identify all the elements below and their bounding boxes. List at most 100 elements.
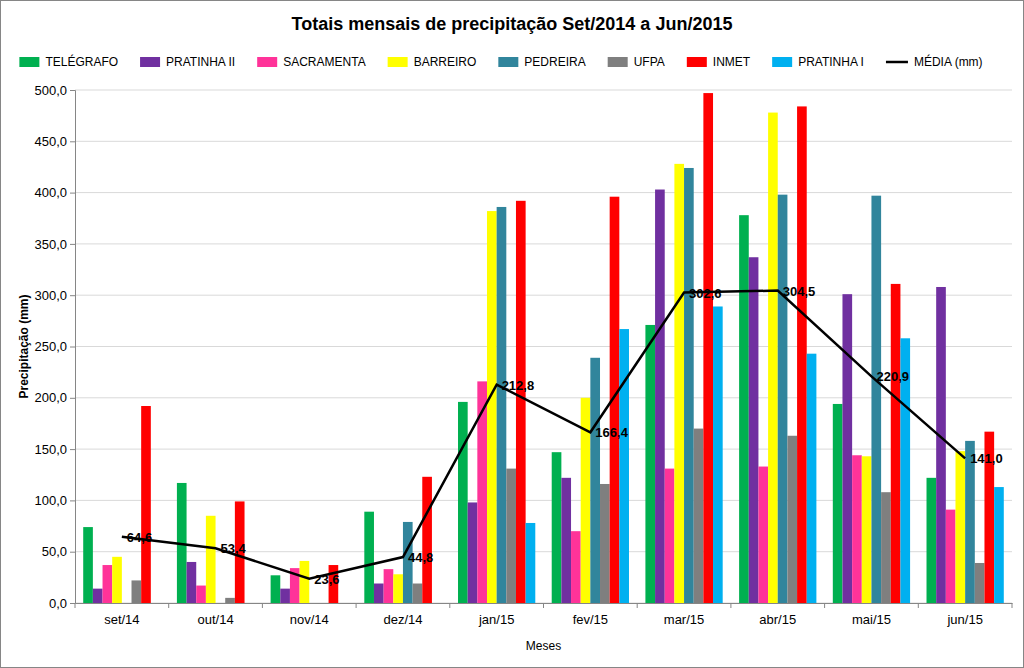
x-tick-label: out/14 [197, 612, 233, 627]
bar [955, 451, 965, 603]
x-axis: set/14out/14nov/14dez/14jan/15fev/15mar/… [75, 603, 1013, 627]
x-separator [824, 603, 825, 608]
bar [487, 211, 497, 603]
x-separator [75, 603, 76, 608]
x-separator [356, 603, 357, 608]
x-tick-label: mai/15 [852, 612, 891, 627]
bar [506, 469, 516, 603]
y-tick-label: 100,0 [34, 493, 67, 508]
bar-series [141, 93, 994, 603]
y-tick-label: 150,0 [34, 442, 67, 457]
y-axis-title: Precipitação (mm) [17, 294, 31, 398]
bar [206, 516, 216, 603]
legend-item: BARREIRO [388, 55, 477, 69]
data-label: 53,4 [221, 541, 247, 556]
legend-item: MÉDIA (mm) [886, 54, 983, 69]
x-separators [75, 603, 1012, 608]
bar-series [132, 429, 985, 603]
grid-line [75, 192, 1012, 193]
plot-area [83, 93, 1004, 603]
legend-item: PRATINHA II [140, 55, 235, 69]
y-tick-label: 200,0 [34, 390, 67, 405]
bar [994, 487, 1004, 603]
y-tick-label: 450,0 [34, 134, 67, 149]
bar [225, 598, 235, 603]
legend-swatch [608, 57, 628, 67]
bar [778, 195, 788, 603]
x-separator [449, 603, 450, 608]
data-label: 141,0 [970, 451, 1003, 466]
x-separator [543, 603, 544, 608]
bar-series [103, 381, 956, 603]
bar [852, 455, 862, 603]
bar [946, 510, 956, 603]
y-tick-label: 50,0 [42, 544, 67, 559]
x-separator [730, 603, 731, 608]
y-tick-mark [70, 295, 75, 296]
chart-frame [1, 1, 1024, 668]
x-tick: out/14 [197, 603, 233, 627]
x-tick-label: nov/14 [290, 612, 329, 627]
y-tick: 200,0 [34, 390, 75, 405]
legend-label: PRATINHA II [166, 55, 235, 69]
bar [927, 478, 937, 603]
bar [975, 563, 985, 603]
bar [271, 575, 281, 603]
bar [881, 492, 891, 603]
y-tick-label: 400,0 [34, 185, 67, 200]
bar [477, 381, 487, 603]
y-tick-label: 250,0 [34, 339, 67, 354]
bar [871, 196, 881, 603]
bar [936, 287, 946, 603]
x-tick: jun/15 [946, 603, 982, 627]
data-label: 304,5 [783, 284, 816, 299]
x-tick-label: jun/15 [946, 612, 982, 627]
title: Totais mensais de precipitação Set/2014 … [292, 14, 733, 34]
y-tick-mark [70, 500, 75, 501]
bar [833, 404, 843, 603]
legend-label: PRATINHA I [798, 55, 864, 69]
data-label: 23,6 [314, 572, 339, 587]
bar [526, 523, 536, 603]
legend: TELÉGRAFOPRATINHA IISACRAMENTABARREIROPE… [19, 54, 982, 69]
line [122, 291, 965, 579]
y-tick-mark [70, 141, 75, 142]
x-axis-title: Meses [526, 639, 561, 653]
legend-item: PRATINHA I [772, 55, 864, 69]
data-label: 64,6 [127, 530, 152, 545]
bar [768, 113, 778, 603]
y-tick-mark [70, 398, 75, 399]
x-separator [168, 603, 169, 608]
legend-label: BARREIRO [414, 55, 477, 69]
y-tick-mark [70, 347, 75, 348]
bar [703, 93, 713, 603]
data-label: 44,8 [408, 550, 433, 565]
bar [374, 584, 384, 603]
y-tick: 250,0 [34, 339, 75, 354]
y-tick: 50,0 [42, 544, 75, 559]
bar [413, 584, 423, 603]
bar [749, 257, 759, 603]
legend-item: PEDREIRA [498, 55, 585, 69]
bar [665, 469, 675, 603]
bar [468, 502, 478, 603]
legend-label: UFPA [634, 55, 665, 69]
data-label: 302,6 [689, 286, 722, 301]
bar [590, 358, 600, 603]
x-tick-label: set/14 [104, 612, 139, 627]
bar [393, 574, 403, 603]
legend-label: PEDREIRA [524, 55, 585, 69]
y-tick: 150,0 [34, 442, 75, 457]
legend-item: SACRAMENTA [257, 55, 365, 69]
bar [516, 201, 526, 603]
bar [600, 484, 610, 603]
y-tick-label: 0,0 [49, 596, 67, 611]
y-tick: 450,0 [34, 134, 75, 149]
bar [497, 207, 507, 603]
legend-swatch [257, 57, 277, 67]
legend-swatch [772, 57, 792, 67]
bar [384, 569, 394, 603]
legend-label: INMET [713, 55, 751, 69]
bar [797, 106, 807, 603]
grid-line [75, 90, 1012, 91]
